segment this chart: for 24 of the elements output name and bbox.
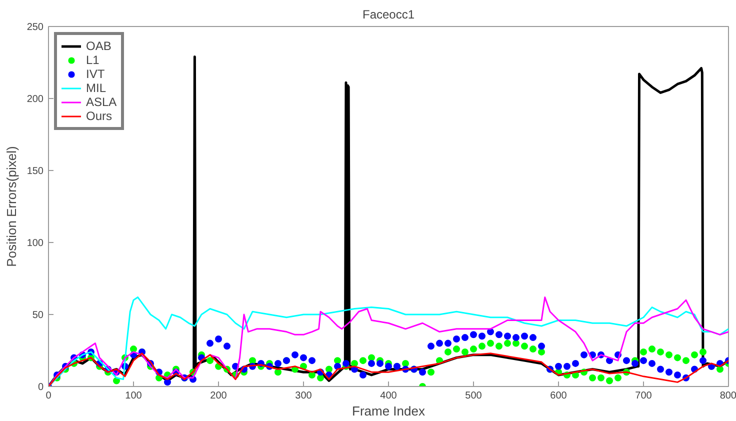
x-tick-label: 500: [465, 390, 482, 402]
y-axis-title: Position Errors(pixel): [4, 146, 19, 267]
x-tick-label: 100: [125, 390, 142, 402]
y-tick-label: 100: [26, 238, 44, 249]
chart-title: Faceocc1: [362, 8, 415, 22]
y-tick-label: 50: [32, 310, 44, 321]
y-tick-label: 200: [26, 94, 44, 105]
x-tick-label: 0: [46, 390, 52, 402]
x-tick-label: 700: [635, 390, 652, 402]
legend-label: L1: [86, 53, 100, 67]
legend-label: Ours: [86, 109, 112, 123]
legend-label: IVT: [86, 67, 106, 81]
y-tick-label: 0: [38, 382, 44, 393]
x-tick-label: 800: [720, 390, 736, 402]
x-tick-label: 300: [295, 390, 312, 402]
y-tick-label: 250: [26, 22, 44, 33]
legend-label: MIL: [86, 81, 106, 95]
x-tick-label: 400: [380, 390, 398, 402]
legend-label: OAB: [86, 39, 112, 53]
y-tick-label: 150: [26, 166, 44, 177]
x-tick-label: 200: [210, 390, 228, 402]
x-axis-title: Frame Index: [352, 404, 426, 418]
x-tick-label: 600: [550, 390, 568, 402]
legend-label: ASLA: [86, 95, 117, 109]
